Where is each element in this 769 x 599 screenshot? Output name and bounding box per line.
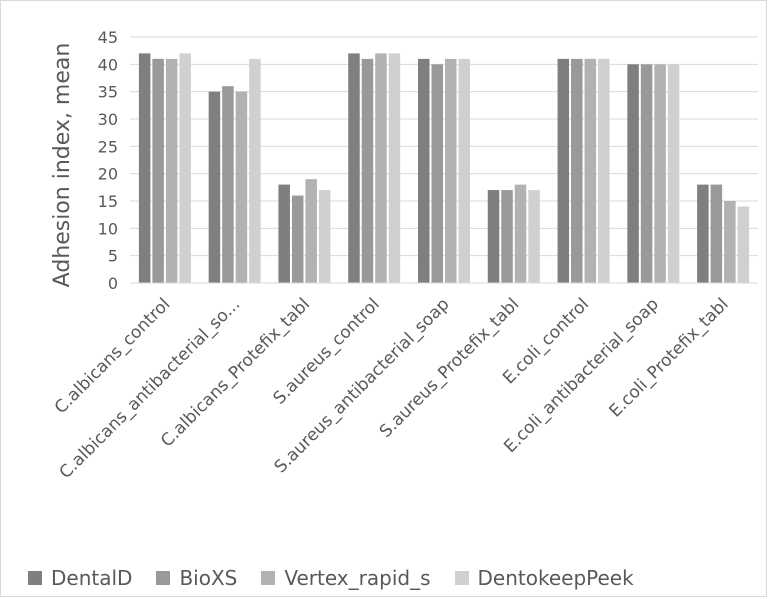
bar bbox=[598, 58, 610, 283]
y-tick-label: 0 bbox=[108, 274, 118, 293]
bar bbox=[724, 201, 736, 283]
bar bbox=[418, 58, 430, 283]
y-tick-label: 10 bbox=[98, 219, 118, 238]
bar bbox=[697, 184, 709, 283]
x-tick-label: S.aureus_Protefix_tabl bbox=[376, 294, 523, 441]
bar bbox=[528, 190, 540, 283]
bar bbox=[305, 179, 317, 283]
y-axis-label: Adhesion index, mean bbox=[50, 43, 75, 288]
bar bbox=[235, 91, 248, 284]
bar bbox=[501, 190, 513, 283]
bar bbox=[348, 53, 360, 284]
legend-label: Vertex_rapid_s bbox=[284, 566, 431, 590]
bar bbox=[487, 190, 500, 283]
y-tick-label: 25 bbox=[98, 137, 118, 156]
bar bbox=[361, 58, 374, 283]
y-tick-label: 20 bbox=[98, 165, 118, 184]
legend-item: BioXS bbox=[156, 566, 237, 590]
bar bbox=[138, 53, 151, 284]
y-tick-label: 30 bbox=[98, 110, 118, 129]
bar bbox=[627, 64, 639, 283]
bar bbox=[165, 58, 178, 283]
y-tick-label: 40 bbox=[98, 55, 118, 74]
bar bbox=[445, 58, 457, 283]
y-tick-label: 5 bbox=[108, 247, 118, 266]
bar bbox=[640, 64, 653, 283]
y-tick-label: 35 bbox=[98, 83, 118, 102]
bar bbox=[557, 58, 570, 283]
bar bbox=[710, 184, 723, 283]
legend-swatch bbox=[261, 571, 276, 585]
bar bbox=[388, 53, 401, 284]
bar-chart: 051015202530354045C.albicans_controlC.al… bbox=[50, 28, 758, 483]
bar bbox=[458, 58, 470, 283]
bar bbox=[318, 190, 331, 283]
legend-swatch bbox=[454, 571, 469, 585]
bar bbox=[179, 53, 191, 284]
legend-label: BioXS bbox=[179, 566, 238, 590]
bar bbox=[249, 58, 261, 283]
bar bbox=[222, 86, 234, 283]
bar bbox=[654, 64, 666, 283]
legend-item: Vertex_rapid_s bbox=[261, 566, 431, 590]
bar bbox=[667, 64, 680, 283]
x-tick-label: C.albicans_control bbox=[51, 294, 175, 418]
bar bbox=[152, 58, 164, 283]
legend-label: DentalD bbox=[51, 566, 133, 590]
bar bbox=[737, 206, 750, 283]
bar bbox=[208, 91, 221, 284]
legend-item: DentalD bbox=[28, 566, 132, 590]
bar bbox=[375, 53, 387, 284]
x-tick-label: E.coli_Protefix_tabl bbox=[606, 294, 733, 421]
bar bbox=[431, 64, 443, 283]
legend: DentalD BioXS Vertex_rapid_s DentokeepPeek bbox=[28, 566, 634, 590]
gridlines bbox=[130, 36, 758, 257]
bar bbox=[514, 184, 527, 283]
bar bbox=[571, 58, 583, 283]
legend-swatch bbox=[28, 571, 42, 585]
bar bbox=[584, 58, 597, 283]
bars bbox=[138, 53, 750, 284]
bar bbox=[278, 184, 290, 283]
legend-item: DentokeepPeek bbox=[454, 566, 634, 590]
y-tick-label: 15 bbox=[98, 192, 118, 211]
legend-swatch bbox=[156, 571, 171, 585]
bar bbox=[291, 195, 304, 283]
legend-label: DentokeepPeek bbox=[477, 566, 634, 590]
y-tick-label: 45 bbox=[98, 28, 118, 47]
